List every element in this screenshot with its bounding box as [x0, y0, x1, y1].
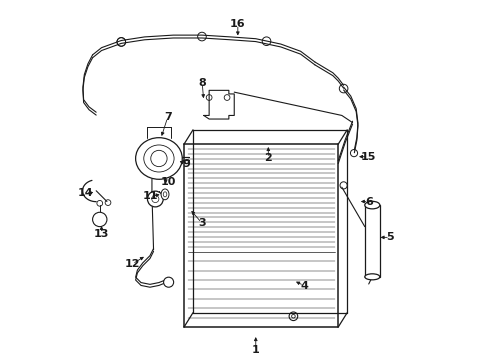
Circle shape: [164, 277, 173, 287]
Text: 15: 15: [361, 152, 376, 162]
Text: 12: 12: [124, 259, 140, 269]
Ellipse shape: [365, 201, 380, 209]
Text: 8: 8: [198, 78, 206, 88]
Ellipse shape: [136, 138, 182, 179]
Text: 5: 5: [387, 232, 394, 242]
Circle shape: [151, 150, 167, 167]
Ellipse shape: [365, 274, 380, 280]
Text: 1: 1: [252, 345, 260, 355]
Text: 7: 7: [164, 112, 172, 122]
Text: 9: 9: [182, 159, 190, 169]
Text: 16: 16: [230, 19, 245, 29]
Text: 4: 4: [300, 281, 308, 291]
Text: 14: 14: [77, 188, 93, 198]
Text: 13: 13: [94, 229, 109, 239]
Text: 2: 2: [265, 153, 272, 163]
Text: 6: 6: [365, 197, 373, 207]
Circle shape: [93, 212, 107, 226]
Circle shape: [147, 191, 163, 207]
Text: 11: 11: [142, 191, 158, 201]
Ellipse shape: [161, 189, 169, 200]
Text: 10: 10: [160, 177, 175, 187]
Text: 3: 3: [198, 218, 206, 228]
Bar: [365, 205, 380, 277]
